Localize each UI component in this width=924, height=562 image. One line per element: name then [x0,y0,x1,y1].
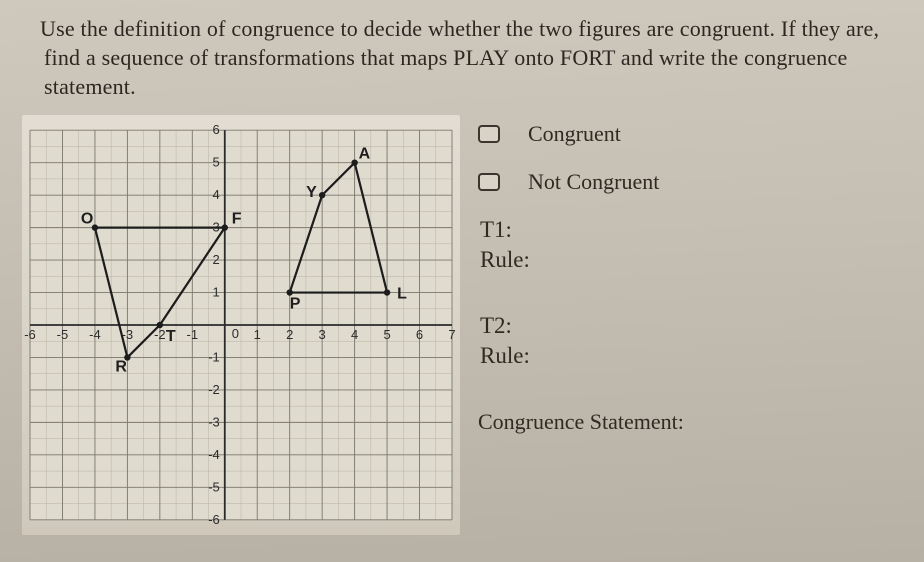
answer-area: Congruent Not Congruent T1: Rule: T2: Ru… [478,115,902,435]
svg-text:1: 1 [213,285,220,300]
t1-section: T1: Rule: [480,217,902,273]
svg-text:-4: -4 [89,327,101,342]
svg-text:0: 0 [232,326,239,341]
svg-text:-5: -5 [57,327,69,342]
svg-text:4: 4 [351,327,358,342]
congruent-checkbox[interactable] [478,125,500,143]
svg-text:7: 7 [448,327,455,342]
coordinate-graph: -6-5-4-3-2-101234567-6-5-4-3-2-1123456PL… [22,115,460,535]
svg-text:4: 4 [213,187,220,202]
svg-text:5: 5 [383,327,390,342]
svg-text:6: 6 [213,122,220,137]
svg-text:F: F [232,211,242,228]
svg-text:T: T [166,328,176,345]
svg-text:R: R [115,359,127,376]
option-congruent-row: Congruent [478,121,902,147]
t1-rule-label: Rule: [480,247,902,273]
svg-text:1: 1 [254,327,261,342]
svg-text:-1: -1 [208,350,220,365]
svg-text:-6: -6 [208,512,220,527]
svg-text:-3: -3 [208,414,220,429]
graph-svg: -6-5-4-3-2-101234567-6-5-4-3-2-1123456PL… [22,115,460,535]
congruent-label: Congruent [528,121,621,147]
lower-section: -6-5-4-3-2-101234567-6-5-4-3-2-1123456PL… [22,115,902,535]
t1-label: T1: [480,217,902,243]
not-congruent-label: Not Congruent [528,169,659,195]
svg-text:L: L [397,286,407,303]
svg-text:-6: -6 [24,327,36,342]
t2-rule-label: Rule: [480,343,902,369]
svg-text:P: P [290,296,301,313]
svg-text:O: O [81,211,93,228]
svg-text:-1: -1 [187,327,199,342]
svg-text:5: 5 [213,155,220,170]
svg-text:A: A [359,146,371,163]
t2-label: T2: [480,313,902,339]
svg-text:-5: -5 [208,479,220,494]
congruence-statement-label: Congruence Statement: [478,409,902,435]
svg-text:2: 2 [213,252,220,267]
svg-text:3: 3 [319,327,326,342]
svg-text:6: 6 [416,327,423,342]
svg-text:Y: Y [306,184,317,201]
svg-text:-4: -4 [208,447,220,462]
svg-text:2: 2 [286,327,293,342]
t2-section: T2: Rule: [480,313,902,369]
svg-text:-2: -2 [208,382,220,397]
not-congruent-checkbox[interactable] [478,173,500,191]
instructions-text: Use the definition of congruence to deci… [22,14,902,101]
option-notcongruent-row: Not Congruent [478,169,902,195]
